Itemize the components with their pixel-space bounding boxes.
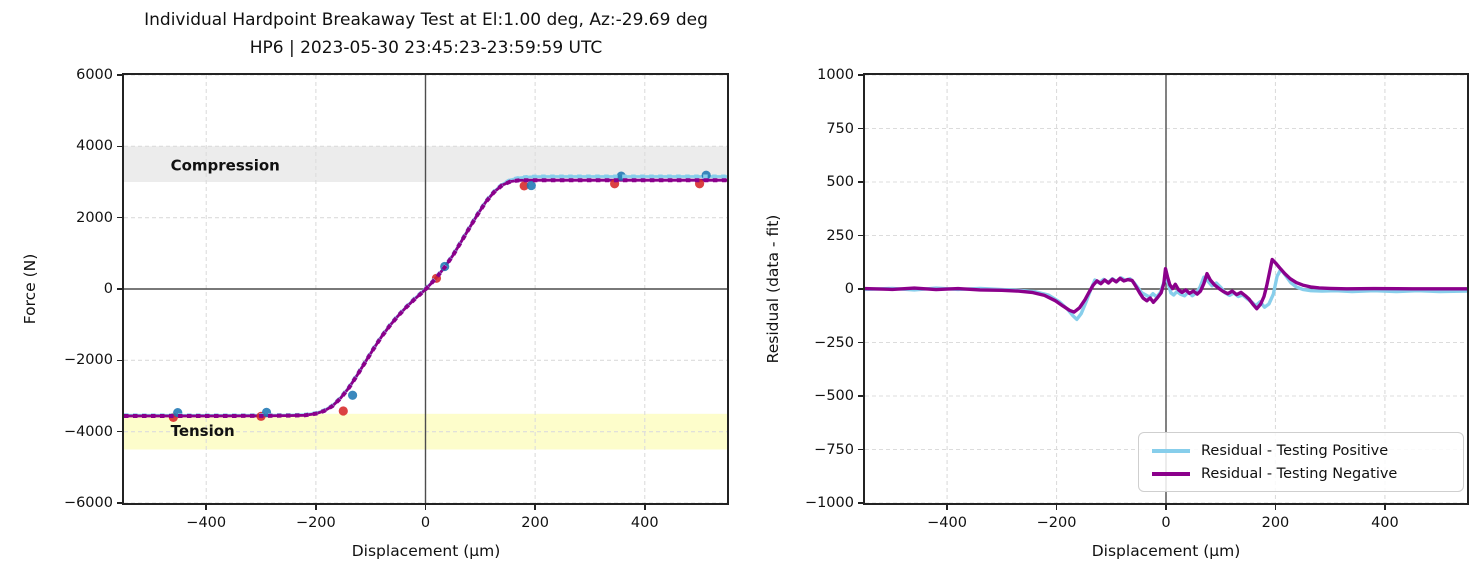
y-tick-mark [858, 288, 863, 290]
y-tick-label: −2000 [63, 352, 113, 369]
y-tick-label: 0 [844, 281, 854, 297]
band-label: Compression [171, 156, 280, 174]
legend-label-negative: Residual - Testing Negative [1201, 465, 1398, 482]
x-tick-label: 200 [1261, 515, 1290, 531]
legend-row-negative: Residual - Testing Negative [1152, 466, 1450, 482]
plot-title: Individual Hardpoint Breakaway Test at E… [144, 6, 708, 62]
plot-title-line2: HP6 | 2023-05-30 23:45:23-23:59:59 UTC [249, 38, 603, 58]
y-tick-mark [858, 74, 863, 76]
y-tick-mark [117, 502, 122, 504]
y-tick-mark [858, 341, 863, 344]
y-tick-mark [858, 395, 863, 397]
y-tick-label: −4000 [63, 423, 113, 440]
y-tick-mark [858, 181, 863, 183]
x-tick-mark [205, 505, 208, 510]
x-tick-label: 400 [630, 515, 659, 531]
y-tick-label: −500 [814, 388, 854, 404]
x-tick-mark [1384, 505, 1386, 510]
x-tick-label: 0 [420, 515, 431, 531]
y-tick-mark [117, 430, 122, 433]
left-x-axis-label: Displacement (µm) [351, 542, 501, 560]
y-tick-label: −1000 [804, 495, 854, 511]
legend-swatch-negative [1152, 471, 1190, 476]
x-tick-label: 400 [1371, 515, 1399, 531]
x-tick-label: −400 [927, 515, 967, 531]
y-tick-label: 500 [826, 174, 854, 190]
x-tick-label: 200 [521, 515, 549, 531]
plot-title-line1: Individual Hardpoint Breakaway Test at E… [144, 10, 708, 30]
points-positive [526, 180, 536, 191]
x-tick-mark [643, 505, 646, 510]
y-tick-mark [858, 234, 863, 237]
y-tick-mark [117, 216, 122, 219]
legend-row-positive: Residual - Testing Positive [1152, 443, 1450, 459]
y-tick-mark [117, 145, 122, 148]
x-tick-mark [1274, 505, 1277, 510]
residual-negative [865, 257, 1467, 314]
x-tick-mark [534, 505, 536, 510]
y-tick-mark [858, 448, 863, 451]
x-tick-label: −200 [1036, 515, 1077, 531]
y-tick-label: 1000 [817, 67, 854, 83]
points-positive [347, 390, 358, 400]
right-x-axis-label: Displacement (µm) [1091, 542, 1241, 560]
x-tick-mark [1165, 505, 1167, 510]
legend: Residual - Testing Positive Residual - T… [1138, 432, 1464, 492]
points-negative [519, 181, 529, 191]
x-tick-mark [315, 505, 317, 510]
y-tick-mark [858, 502, 863, 504]
y-tick-label: 0 [103, 281, 113, 297]
x-tick-label: −400 [186, 515, 227, 531]
y-tick-label: −250 [814, 334, 854, 351]
band-label: Tension [171, 422, 235, 440]
y-tick-mark [117, 359, 122, 362]
y-tick-mark [858, 127, 863, 130]
y-tick-label: 750 [826, 120, 854, 137]
y-tick-label: 4000 [76, 138, 113, 155]
force-displacement-plot: Compression Tension [122, 73, 729, 505]
x-tick-mark [1055, 505, 1058, 510]
y-tick-label: −750 [814, 441, 854, 458]
legend-swatch-positive [1152, 448, 1190, 453]
legend-label-positive: Residual - Testing Positive [1201, 442, 1389, 459]
x-tick-mark [946, 505, 948, 510]
y-tick-label: 6000 [76, 67, 113, 83]
y-tick-mark [117, 74, 122, 76]
fit-negative [124, 178, 727, 418]
y-tick-label: 2000 [76, 209, 113, 226]
y-tick-label: 250 [826, 227, 854, 244]
points-negative [338, 406, 348, 416]
x-tick-label: 0 [1161, 515, 1171, 531]
y-tick-mark [117, 288, 122, 290]
x-tick-label: −200 [295, 515, 336, 531]
x-tick-mark [424, 505, 427, 510]
y-tick-label: −6000 [63, 495, 113, 511]
